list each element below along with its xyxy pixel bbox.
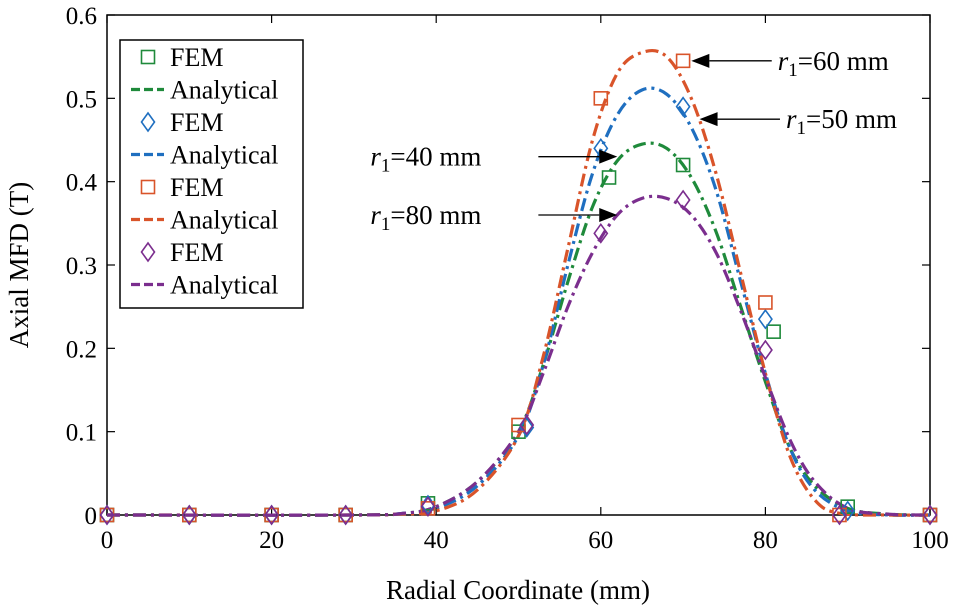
annotation-arrow-head — [699, 112, 718, 127]
x-tick-label: 80 — [753, 527, 778, 554]
fem-point-series-0 — [840, 499, 856, 514]
x-tick-label: 0 — [101, 527, 114, 554]
y-tick-label: 0.6 — [66, 3, 97, 30]
fem-point-series-3 — [757, 339, 773, 361]
analytical-line-series-1 — [106, 86, 931, 517]
x-tick-label: 20 — [259, 527, 284, 554]
fem-point-series-3 — [420, 496, 436, 518]
analytical-line-series-2 — [106, 48, 931, 517]
legend-label-fem: FEM — [170, 238, 223, 267]
annotation-arrow-head — [599, 208, 618, 222]
fem-point-series-3 — [99, 504, 115, 526]
fem-point-series-2 — [593, 91, 609, 106]
fem-point-series-0 — [766, 324, 781, 339]
fem-point-series-1 — [675, 96, 691, 118]
annotation-arrow-head — [691, 53, 710, 68]
fem-point-series-3 — [519, 414, 535, 436]
legend: FEM Analytical FEM Analytical FEM Analytical F… — [119, 39, 304, 309]
fem-point-series-2 — [758, 295, 773, 310]
fem-point-series-3 — [593, 222, 609, 244]
annotation-label: r1=60 mm — [778, 46, 889, 81]
legend-label-fem: FEM — [170, 108, 223, 137]
legend-marker-fem — [140, 49, 156, 65]
annotation-label: r1=80 mm — [370, 200, 481, 235]
fem-point-series-1 — [519, 417, 535, 438]
fem-point-series-3 — [181, 504, 197, 526]
axis-ticks: 0 20 40 60 80 100 0 0.1 0.2 0.3 0.4 0.5 0.6 — [66, 3, 949, 554]
y-tick-label: 0.1 — [66, 420, 97, 447]
y-axis-label: Axial MFD (T) — [4, 182, 34, 348]
legend-label-analytical: Analytical — [170, 76, 278, 105]
legend-label-analytical: Analytical — [170, 206, 278, 235]
fem-point-series-3 — [922, 504, 938, 526]
legend-label-fem: FEM — [170, 43, 223, 72]
x-axis-label: Radial Coordinate (mm) — [386, 575, 650, 605]
y-tick-label: 0.5 — [66, 86, 97, 113]
legend-label-analytical: Analytical — [170, 141, 278, 170]
fem-markers — [99, 53, 938, 526]
x-tick-label: 40 — [424, 527, 449, 554]
legend-box — [119, 39, 304, 309]
fem-point-series-0 — [601, 170, 617, 185]
legend-label-fem: FEM — [170, 173, 223, 202]
fem-point-series-2 — [675, 53, 691, 69]
fem-point-series-3 — [675, 189, 691, 211]
legend-marker-fem — [140, 179, 156, 195]
y-tick-label: 0.2 — [66, 336, 97, 363]
legend-marker-fem — [140, 111, 156, 133]
annotation-arrow-head — [599, 149, 618, 164]
legend-marker-fem — [140, 241, 156, 263]
legend-label-analytical: Analytical — [170, 271, 278, 300]
fem-point-series-0 — [675, 157, 691, 173]
x-tick-label: 100 — [911, 527, 949, 554]
y-tick-label: 0.4 — [66, 170, 98, 197]
fem-point-series-3 — [338, 504, 354, 526]
annotations: r1=60 mm r1=50 mm r1=40 mm r1=80 mm — [370, 46, 897, 235]
annotation-label: r1=40 mm — [370, 142, 481, 177]
fem-point-series-2 — [511, 417, 526, 433]
annotation-label: r1=50 mm — [786, 104, 897, 139]
fem-point-series-3 — [831, 504, 847, 526]
fem-point-series-1 — [757, 308, 773, 330]
fem-point-series-3 — [264, 504, 280, 526]
y-tick-label: 0.3 — [66, 253, 97, 280]
x-tick-label: 60 — [588, 527, 613, 554]
y-tick-label: 0 — [85, 503, 98, 530]
